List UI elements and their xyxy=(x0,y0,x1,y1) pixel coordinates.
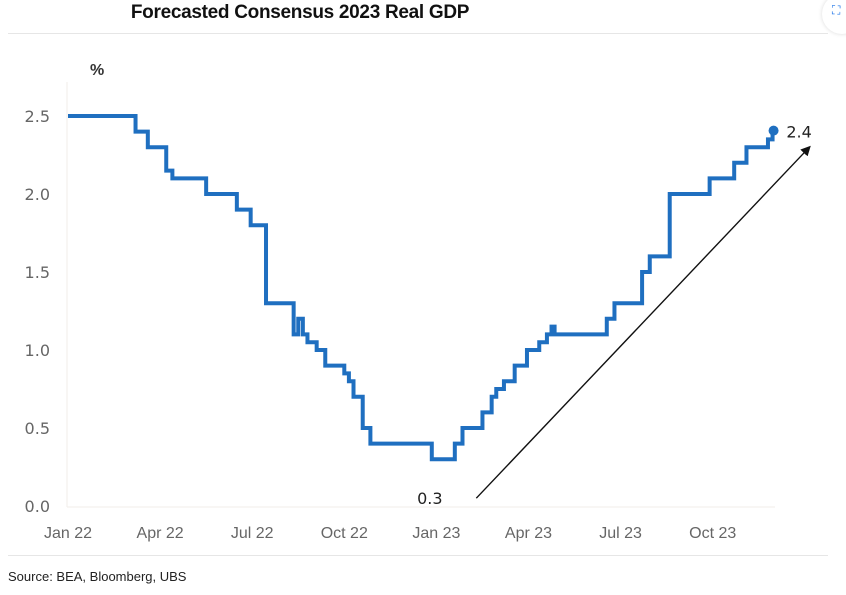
annotation-label: 0.3 xyxy=(417,489,442,508)
series-line xyxy=(68,114,775,462)
y-tick-label: 1.5 xyxy=(25,263,50,282)
y-axis-label: % xyxy=(90,62,104,79)
x-tick-label: Jan 23 xyxy=(412,525,460,542)
x-tick-label: Jan 22 xyxy=(44,525,92,542)
chart-title: Forecasted Consensus 2023 Real GDP xyxy=(130,2,470,23)
x-tick-label: Apr 22 xyxy=(137,525,184,542)
lens-icon: ⛶ xyxy=(832,3,841,17)
y-tick-label: 0.5 xyxy=(25,419,50,438)
x-tick-label: Oct 23 xyxy=(689,525,736,542)
x-tick-label: Jul 22 xyxy=(231,525,274,542)
series-end-marker xyxy=(768,125,779,136)
y-tick-label: 2.0 xyxy=(25,185,50,204)
bottom-divider xyxy=(8,555,828,556)
x-tick-label: Apr 23 xyxy=(505,525,552,542)
source-note: Source: BEA, Bloomberg, UBS xyxy=(8,569,187,584)
top-divider xyxy=(8,33,828,34)
trend-arrow xyxy=(475,145,811,499)
y-tick-label: 2.5 xyxy=(25,107,50,126)
y-tick-label: 1.0 xyxy=(25,341,50,360)
x-tick-label: Oct 22 xyxy=(321,525,368,542)
annotation-label: 2.4 xyxy=(786,123,811,142)
x-tick-label: Jul 23 xyxy=(599,525,642,542)
y-tick-label: 0.0 xyxy=(25,497,50,516)
visual-search-button[interactable]: ⛶ xyxy=(822,0,846,34)
